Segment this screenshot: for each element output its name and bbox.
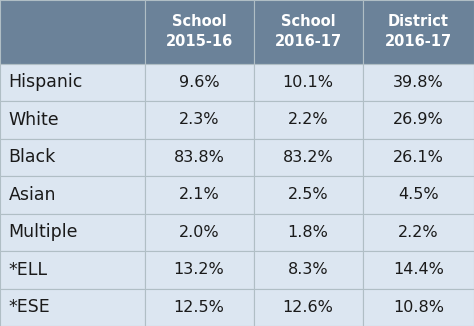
Bar — [0, 251, 145, 289]
Text: 2.2%: 2.2% — [288, 112, 328, 127]
Text: 13.2%: 13.2% — [173, 262, 225, 277]
Bar — [254, 101, 363, 139]
Text: 2.3%: 2.3% — [179, 112, 219, 127]
Text: 2.2%: 2.2% — [398, 225, 438, 240]
Bar — [0, 139, 145, 176]
Text: White: White — [9, 111, 59, 129]
Bar — [254, 64, 363, 101]
Text: 8.3%: 8.3% — [288, 262, 328, 277]
Text: 12.6%: 12.6% — [283, 300, 334, 315]
Text: 9.6%: 9.6% — [179, 75, 219, 90]
Text: 12.5%: 12.5% — [173, 300, 225, 315]
Bar — [254, 176, 363, 214]
Text: 14.4%: 14.4% — [393, 262, 444, 277]
Text: 26.1%: 26.1% — [393, 150, 444, 165]
Bar — [145, 101, 254, 139]
Bar — [363, 251, 474, 289]
Text: *ESE: *ESE — [9, 298, 50, 316]
Bar — [145, 251, 254, 289]
Bar — [0, 214, 145, 251]
Text: 1.8%: 1.8% — [288, 225, 328, 240]
Bar — [0, 101, 145, 139]
Text: 2.5%: 2.5% — [288, 187, 328, 202]
Text: School
2015-16: School 2015-16 — [165, 14, 233, 49]
Bar — [145, 289, 254, 326]
Text: *ELL: *ELL — [9, 261, 47, 279]
Bar — [254, 139, 363, 176]
Text: 10.1%: 10.1% — [283, 75, 334, 90]
Text: 2.0%: 2.0% — [179, 225, 219, 240]
Bar — [145, 176, 254, 214]
Bar — [254, 251, 363, 289]
Text: School
2016-17: School 2016-17 — [274, 14, 342, 49]
Bar — [0, 0, 145, 64]
Bar — [145, 64, 254, 101]
Bar — [363, 101, 474, 139]
Bar — [254, 0, 363, 64]
Text: Multiple: Multiple — [9, 223, 78, 241]
Bar — [0, 176, 145, 214]
Text: 2.1%: 2.1% — [179, 187, 219, 202]
Bar — [363, 139, 474, 176]
Bar — [363, 289, 474, 326]
Bar — [363, 64, 474, 101]
Text: District
2016-17: District 2016-17 — [385, 14, 452, 49]
Text: Black: Black — [9, 148, 56, 166]
Bar — [254, 214, 363, 251]
Text: 39.8%: 39.8% — [393, 75, 444, 90]
Text: 26.9%: 26.9% — [393, 112, 444, 127]
Bar — [363, 176, 474, 214]
Text: Asian: Asian — [9, 186, 56, 204]
Bar — [363, 214, 474, 251]
Text: Hispanic: Hispanic — [9, 73, 83, 91]
Bar — [0, 289, 145, 326]
Bar — [0, 64, 145, 101]
Bar — [363, 0, 474, 64]
Bar — [145, 0, 254, 64]
Bar — [254, 289, 363, 326]
Text: 83.2%: 83.2% — [283, 150, 334, 165]
Bar — [145, 214, 254, 251]
Text: 4.5%: 4.5% — [398, 187, 438, 202]
Bar — [145, 139, 254, 176]
Text: 83.8%: 83.8% — [173, 150, 225, 165]
Text: 10.8%: 10.8% — [393, 300, 444, 315]
